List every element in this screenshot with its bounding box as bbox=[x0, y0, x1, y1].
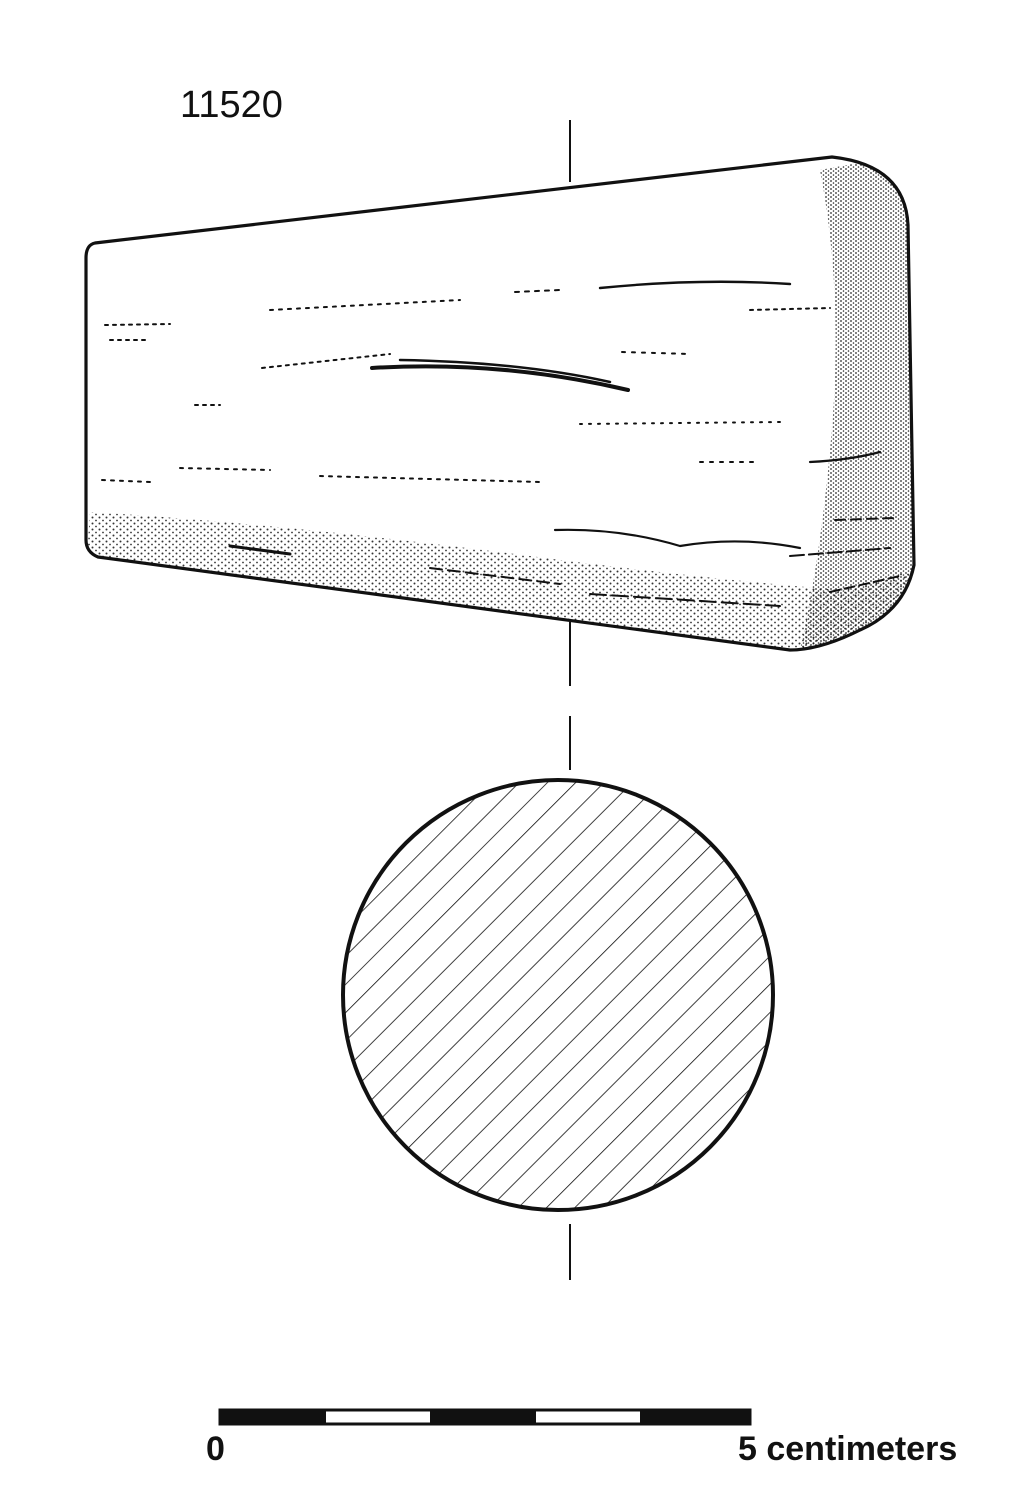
scale-segment-5 bbox=[640, 1410, 750, 1424]
profile-outline bbox=[84, 155, 916, 652]
profile-grain-marks bbox=[101, 280, 901, 607]
catalog-number: 11520 bbox=[180, 84, 283, 126]
profile-bottom-stipple bbox=[86, 512, 914, 650]
cross-section-outline bbox=[341, 778, 775, 1212]
artifact-profile bbox=[84, 155, 916, 652]
scale-segment-3 bbox=[430, 1410, 536, 1424]
scale-end-label: 5 centimeters bbox=[738, 1430, 958, 1468]
scale-segment-2 bbox=[326, 1410, 430, 1424]
scale-segment-4 bbox=[536, 1410, 640, 1424]
scale-bar bbox=[218, 1408, 752, 1426]
scale-segment-1 bbox=[220, 1410, 326, 1424]
scale-frame bbox=[218, 1408, 752, 1426]
scale-start-label: 0 bbox=[206, 1430, 225, 1468]
profile-right-stipple bbox=[800, 157, 914, 650]
cross-section bbox=[341, 778, 775, 1212]
